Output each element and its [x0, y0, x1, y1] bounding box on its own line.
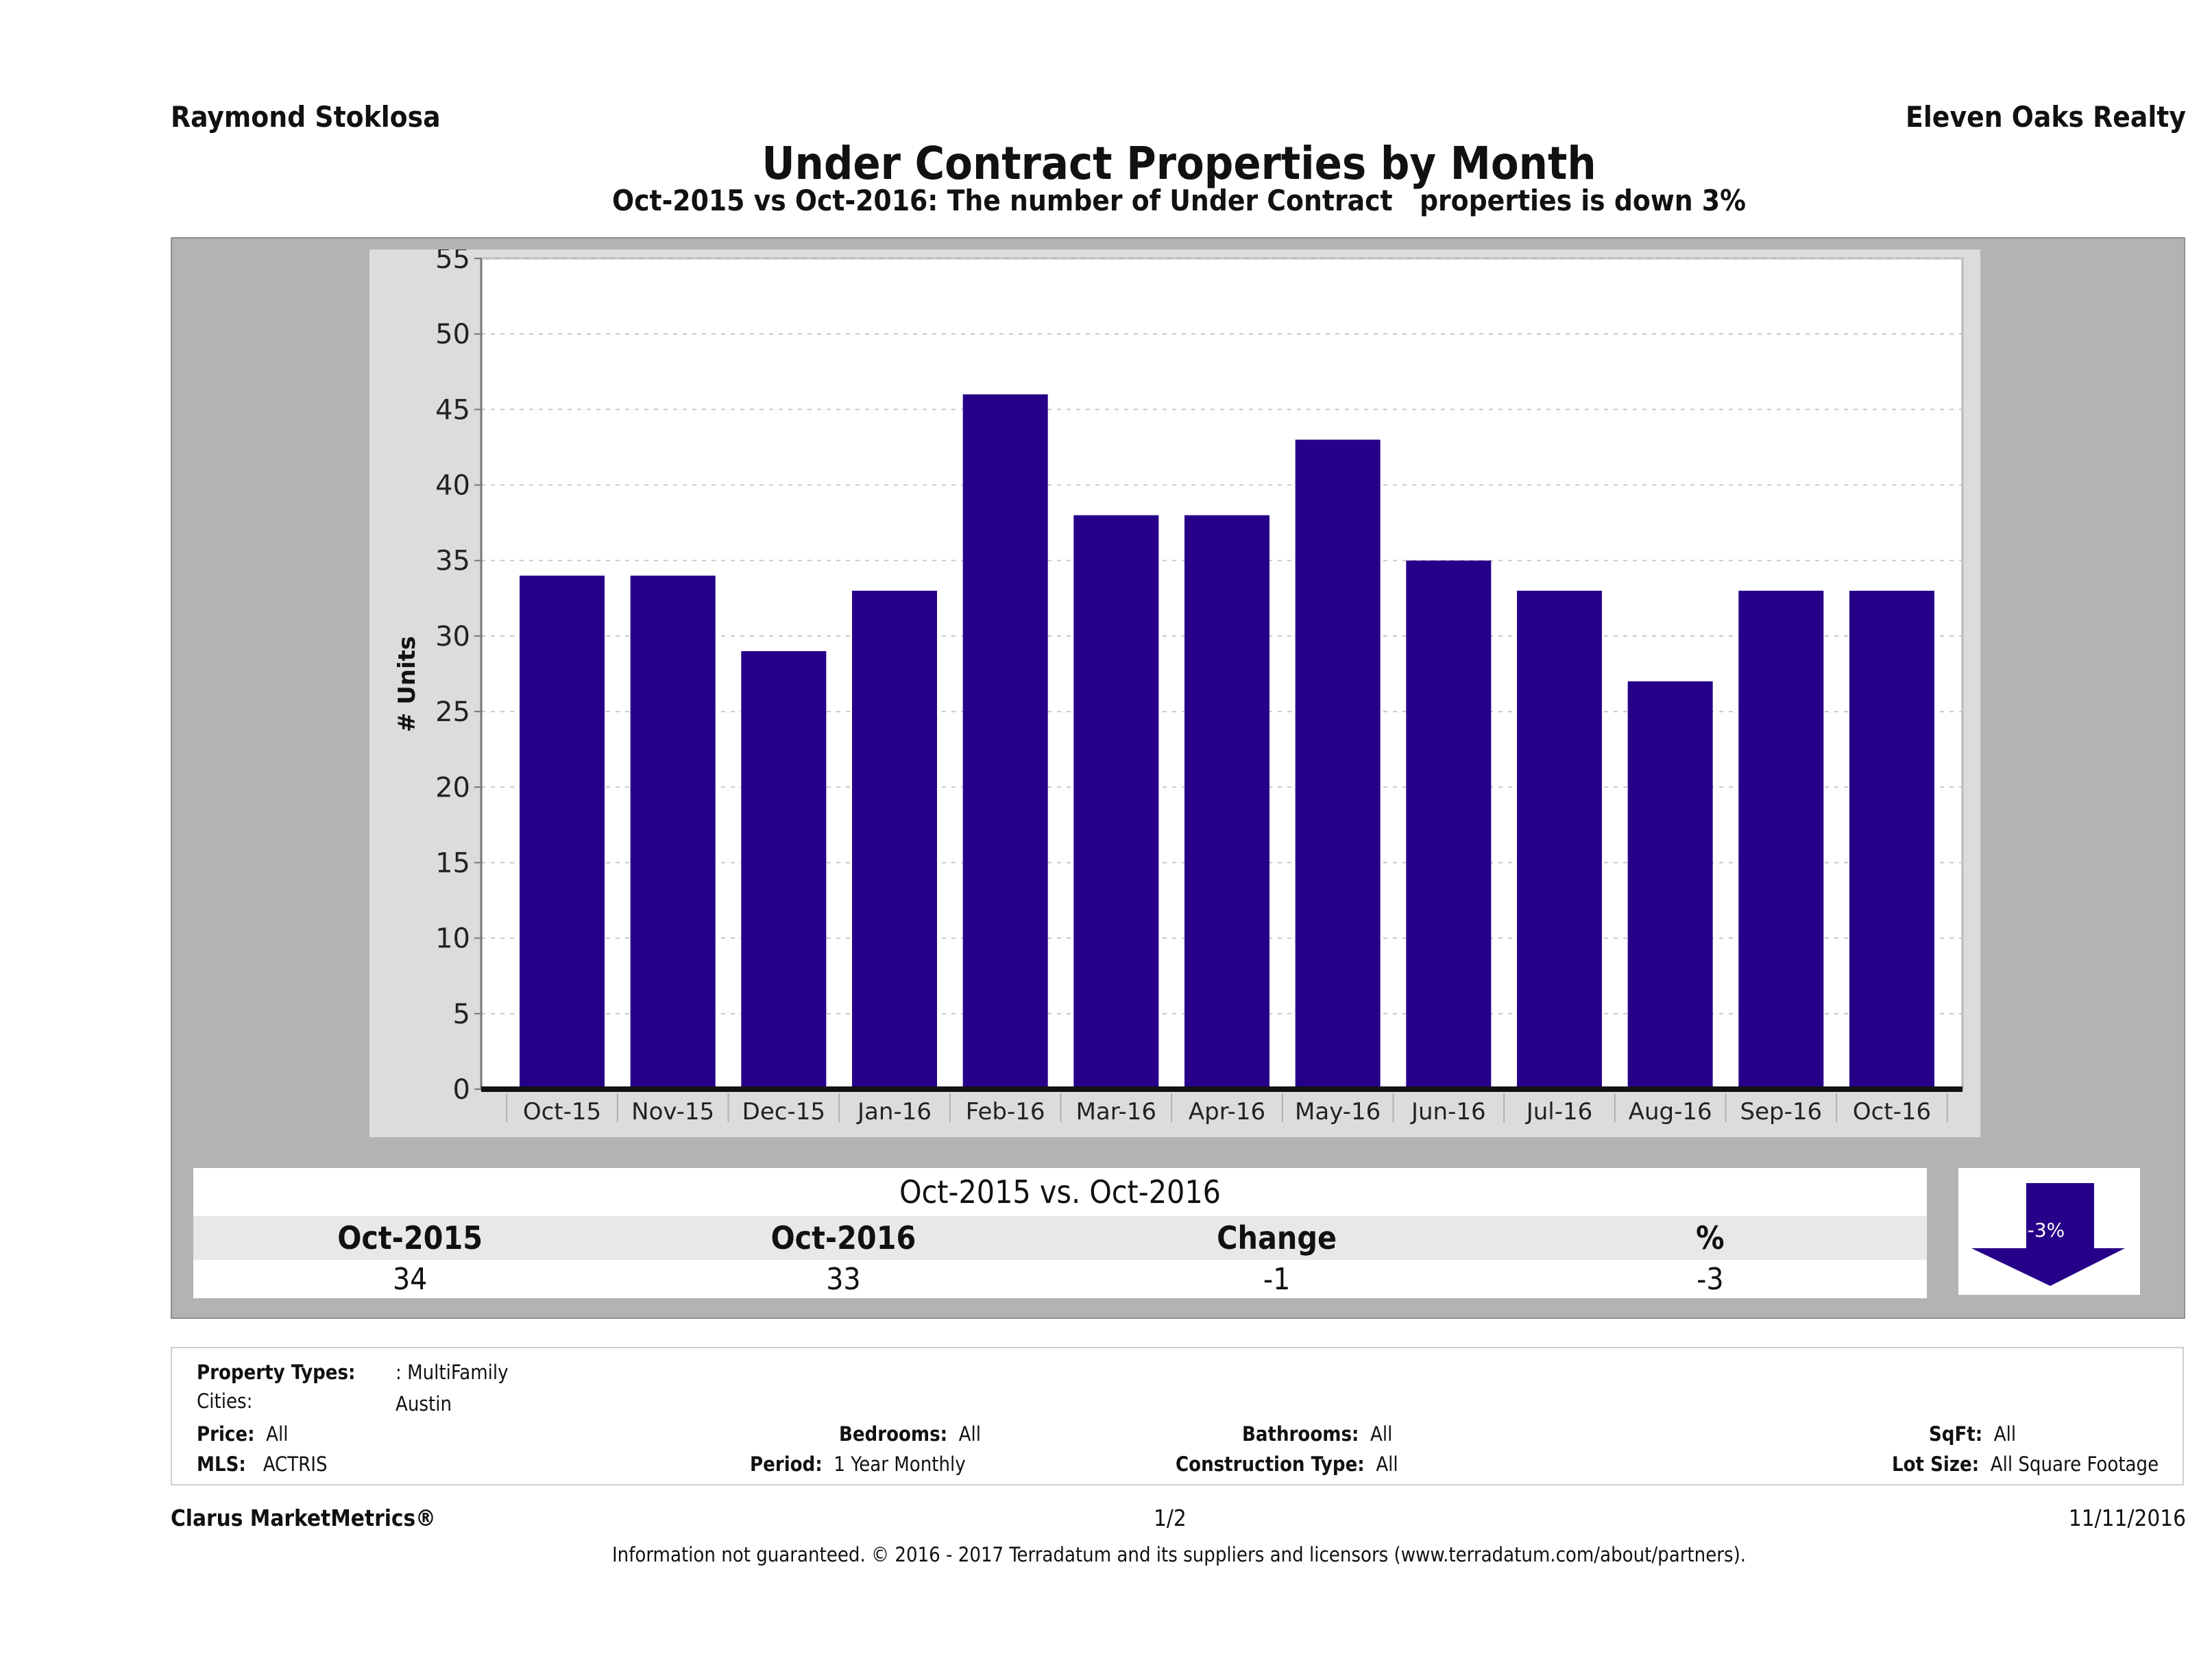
page-subtitle: Oct-2015 vs Oct-2016: The number of Unde…	[612, 184, 1746, 217]
value-oct-2016: 33	[826, 1261, 861, 1297]
comparison-title-row: Oct-2015 vs. Oct-2016	[193, 1168, 1927, 1216]
change-badge-label: -3%	[2028, 1219, 2065, 1241]
x-tick-label: Jul-16	[1525, 1098, 1593, 1126]
bars	[520, 394, 1934, 1089]
bar-chart: 0 5 10 15 20 25 30 35 40 45 50 55 Oct-15 Nov-15 Dec-1…	[393, 250, 1964, 1126]
y-ticks: 0 5 10 15 20 25 30 35 40 45 50 55	[435, 250, 481, 1106]
bar-aug-16	[1627, 681, 1713, 1089]
x-tick-label: Sep-16	[1740, 1098, 1823, 1126]
bar-jun-16	[1406, 560, 1492, 1089]
filter-construction-type: Construction Type: All	[1176, 1452, 1398, 1476]
y-tick-label: 10	[435, 923, 470, 955]
x-tick-label: May-16	[1295, 1098, 1381, 1126]
bar-may-16	[1295, 439, 1381, 1089]
x-tick-label: Apr-16	[1189, 1098, 1265, 1126]
bar-nov-15	[630, 575, 716, 1089]
y-tick-label: 40	[435, 470, 470, 502]
bar-feb-16	[962, 394, 1048, 1089]
page-number: 1/2	[1154, 1505, 1187, 1531]
y-tick-label: 50	[435, 319, 470, 350]
y-tick-label: 15	[435, 847, 470, 879]
bar-jan-16	[852, 590, 937, 1089]
y-tick-label: 35	[435, 546, 470, 577]
change-badge: -3%	[1958, 1168, 2140, 1295]
property-types-value: : MultiFamily	[396, 1361, 509, 1384]
header-oct-2015: Oct-2015	[337, 1219, 483, 1256]
report-date: 11/11/2016	[2068, 1505, 2186, 1531]
x-tick-label: Nov-15	[631, 1098, 714, 1126]
filter-lot-size: Lot Size: All Square Footage	[1892, 1452, 2159, 1476]
x-tick-label: Aug-16	[1629, 1098, 1712, 1126]
bar-mar-16	[1073, 515, 1159, 1089]
cities-value: Austin	[396, 1392, 452, 1415]
agent-name: Raymond Stoklosa	[171, 100, 441, 134]
y-tick-label: 30	[435, 621, 470, 653]
y-tick-label: 20	[435, 772, 470, 803]
x-tick-label: Feb-16	[966, 1098, 1045, 1126]
filter-period: Period: 1 Year Monthly	[750, 1452, 966, 1476]
comparison-header-row: Oct-2015 Oct-2016 Change %	[193, 1216, 1927, 1260]
company-name: Eleven Oaks Realty	[1906, 100, 2186, 134]
x-tick-label: Mar-16	[1076, 1098, 1157, 1126]
down-arrow-icon	[1971, 1183, 2125, 1286]
filter-sqft: SqFt: All	[1929, 1422, 2017, 1446]
comparison-title: Oct-2015 vs. Oct-2016	[899, 1174, 1221, 1211]
value-change: -1	[1263, 1261, 1291, 1297]
x-tick-label: Oct-15	[523, 1098, 601, 1126]
disclaimer: Information not guaranteed. © 2016 - 201…	[611, 1543, 1747, 1566]
y-axis-label: # Units	[393, 636, 421, 732]
bar-dec-15	[741, 650, 827, 1089]
filter-bedrooms: Bedrooms: All	[838, 1422, 981, 1446]
x-tick-label: Dec-15	[742, 1098, 825, 1126]
y-tick-label: 25	[435, 696, 470, 728]
y-tick-label: 55	[435, 250, 470, 275]
y-tick-label: 5	[453, 999, 470, 1030]
x-tick-label: Jan-16	[856, 1098, 932, 1126]
bar-apr-16	[1184, 515, 1269, 1089]
header-oct-2016: Oct-2016	[770, 1219, 916, 1256]
bar-sep-16	[1738, 590, 1824, 1089]
cities-label: Cities:	[197, 1389, 253, 1413]
y-tick-label: 0	[453, 1074, 470, 1106]
x-tick-label: Oct-16	[1853, 1098, 1931, 1126]
value-percent: -3	[1697, 1261, 1724, 1297]
bar-jul-16	[1517, 590, 1602, 1089]
filter-bathrooms: Bathrooms: All	[1242, 1422, 1393, 1446]
header-percent: %	[1696, 1219, 1725, 1256]
footer-brand: Clarus MarketMetrics®	[171, 1505, 436, 1531]
filter-property-types: Property Types:	[197, 1361, 355, 1384]
bar-oct-15	[520, 575, 605, 1089]
page-title: Under Contract Properties by Month	[762, 137, 1596, 190]
x-tick-label: Jun-16	[1410, 1098, 1486, 1126]
comparison-value-row: 34 33 -1 -3	[193, 1260, 1927, 1298]
y-tick-label: 45	[435, 394, 470, 426]
filter-criteria: Property Types: : MultiFamily Cities: Au…	[171, 1347, 2184, 1485]
header-change: Change	[1217, 1219, 1337, 1256]
comparison-table: Oct-2015 vs. Oct-2016 Oct-2015 Oct-2016 …	[193, 1168, 1927, 1298]
filter-mls: MLS: ACTRIS	[197, 1452, 328, 1476]
bar-oct-16	[1849, 590, 1934, 1089]
value-oct-2015: 34	[392, 1261, 428, 1297]
property-types-label: Property Types:	[197, 1361, 356, 1384]
filter-price: Price: All	[197, 1422, 289, 1446]
x-ticks: Oct-15 Nov-15 Dec-15 Jan-16 Feb-16 Mar-16 Apr-…	[506, 1093, 1948, 1126]
